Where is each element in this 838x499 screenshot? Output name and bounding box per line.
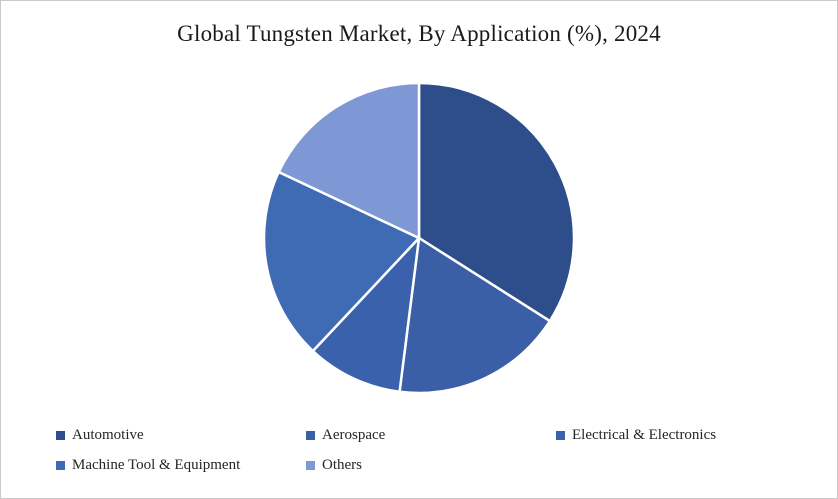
legend-item-machine-tool-equipment: Machine Tool & Equipment [56,457,306,474]
pie-slice-machine-tool-equipment [262,170,421,353]
legend-marker-automotive [56,431,65,440]
legend-marker-machine-tool-equipment [56,461,65,470]
legend-item-electrical-electronics: Electrical & Electronics [556,427,806,444]
legend-label-aerospace: Aerospace [322,427,386,443]
legend-label-electrical-electronics: Electrical & Electronics [572,427,717,443]
legend-label-others: Others [322,457,362,473]
pie-slice-aerospace [398,236,552,395]
legend-marker-others [306,461,315,470]
legend-item-automotive: Automotive [56,427,306,444]
pie-slice-electrical-electronics [311,236,421,394]
legend-item-aerospace: Aerospace [306,427,556,444]
legend-label-machine-tool-equipment: Machine Tool & Equipment [72,457,241,473]
legend-label-automotive: Automotive [72,427,144,443]
pie-slice-others [277,81,421,240]
legend-marker-aerospace [306,431,315,440]
chart-title: Global Tungsten Market, By Application (… [177,21,661,46]
chart-legend: Automotive Aerospace Electrical & Electron… [56,427,826,474]
legend-item-others: Others [306,457,556,474]
legend-marker-electrical-electronics [556,431,565,440]
